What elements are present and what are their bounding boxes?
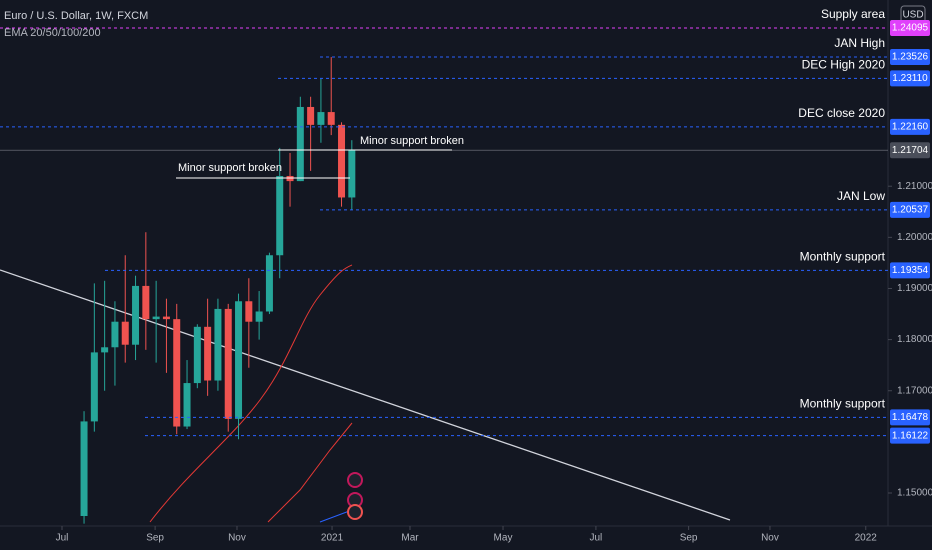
price-label: 1.23526 [892, 52, 929, 63]
price-label: 1.24095 [892, 23, 929, 34]
candle-body [245, 301, 253, 322]
candle-body [90, 352, 98, 422]
candle-body [265, 255, 273, 312]
candle-body [204, 326, 212, 381]
event-icon [347, 504, 363, 520]
price-label: 1.16478 [892, 412, 929, 423]
chart-title: Euro / U.S. Dollar, 1W, FXCM [4, 10, 148, 22]
price-label-box [890, 118, 930, 135]
x-tick-label: Sep [680, 533, 698, 544]
candle-body [317, 112, 325, 125]
x-tick-label: Mar [401, 533, 419, 544]
price-label-box [890, 49, 930, 66]
candle-body [142, 285, 150, 320]
price-label-box [890, 142, 930, 159]
x-tick-label: Nov [761, 533, 779, 544]
level-label: JAN High [834, 36, 885, 50]
price-label-box [890, 201, 930, 218]
candle-body [224, 308, 232, 419]
candle-body [152, 316, 160, 320]
x-tick-label: Jul [590, 533, 603, 544]
level-label: Monthly support [800, 397, 886, 411]
currency-label[interactable]: USD [902, 10, 923, 21]
overlay: Supply area JAN High DEC High 2020 DEC clos… [0, 7, 888, 520]
ema-line [319, 509, 353, 523]
candle-body [286, 175, 294, 182]
level-label: Monthly support [800, 250, 886, 264]
candle-body [183, 383, 191, 427]
price-label-box [890, 262, 930, 279]
candle-body [338, 124, 346, 198]
price-label-box [890, 19, 930, 36]
ema-line [149, 264, 353, 523]
y-tick-label: 1.15000 [897, 488, 932, 499]
x-tick-label: 2021 [321, 533, 344, 544]
candle-body [162, 316, 170, 320]
x-tick-label: May [494, 533, 513, 544]
price-label-box [890, 409, 930, 426]
candle-body [235, 301, 243, 419]
y-tick-label: 1.17000 [897, 385, 932, 396]
candle-body [348, 150, 356, 198]
x-tick-label: Nov [228, 533, 246, 544]
candle-body [173, 319, 181, 427]
plot-area [0, 57, 731, 524]
y-tick-label: 1.20000 [897, 232, 932, 243]
ema-line [267, 422, 353, 523]
trendline [0, 269, 731, 521]
x-tick-label: Jul [56, 533, 69, 544]
candle-body [121, 321, 129, 345]
candle-body [111, 321, 119, 348]
price-label-box [890, 70, 930, 87]
event-icon [347, 472, 363, 488]
candle-body [255, 311, 263, 322]
candle-body [214, 308, 222, 381]
price-label-box [890, 427, 930, 444]
price-label: 1.20537 [892, 205, 929, 216]
price-label: 1.22160 [892, 122, 929, 133]
price-label: 1.19354 [892, 265, 929, 276]
candle-body [132, 285, 140, 345]
candle-body [193, 326, 201, 384]
price-label: 1.16122 [892, 430, 929, 441]
level-label: DEC High 2020 [802, 58, 886, 72]
candle-body [101, 347, 109, 353]
y-tick-label: 1.18000 [897, 334, 932, 345]
y-tick-label: 1.21000 [897, 181, 932, 192]
level-label: JAN Low [837, 189, 885, 203]
level-label: Supply area [821, 7, 885, 21]
candle-body [296, 106, 304, 182]
candle-body [307, 106, 315, 125]
annotation-text: Minor support broken [360, 135, 464, 147]
x-tick-label: Sep [146, 533, 164, 544]
annotation-text: Minor support broken [178, 162, 282, 174]
level-label: DEC close 2020 [798, 106, 885, 120]
price-label: 1.23110 [892, 73, 928, 84]
y-tick-label: 1.19000 [897, 283, 932, 294]
candle-body [327, 112, 335, 125]
candle-body [276, 175, 284, 256]
indicator-legend: EMA 20/50/100/200 [4, 27, 101, 39]
x-tick-label: 2022 [855, 533, 878, 544]
price-label: 1.21704 [892, 145, 929, 156]
candle-body [80, 421, 88, 517]
